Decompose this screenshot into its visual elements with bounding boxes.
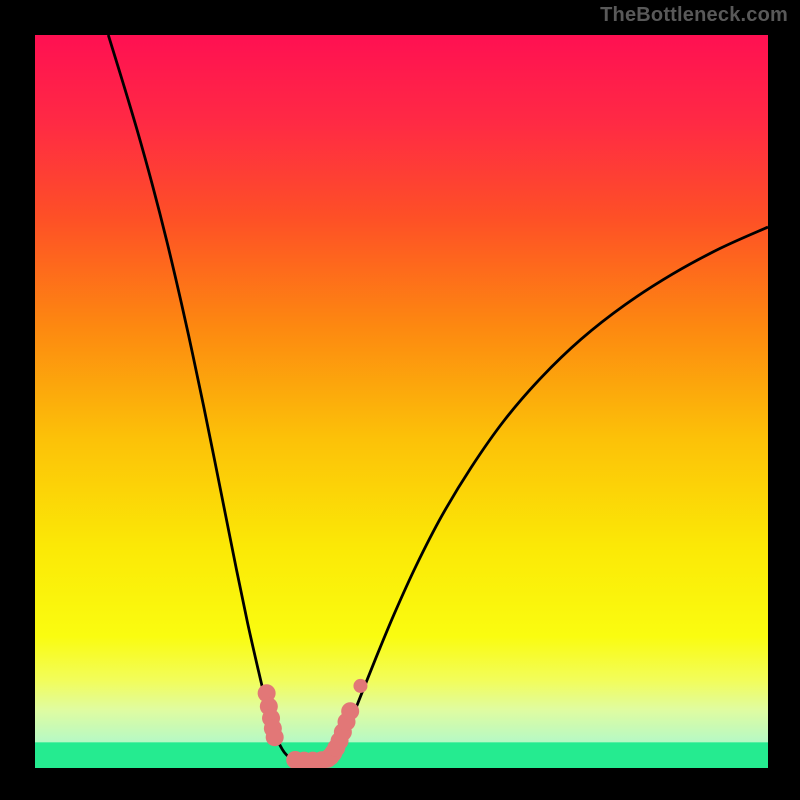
marker-right-7 [341,702,359,720]
chart-frame: TheBottleneck.com [0,0,800,800]
gradient-background [35,35,768,768]
green-band [35,742,768,768]
plot-svg [35,35,768,768]
marker-left-4 [266,728,284,746]
marker-isolated-right [353,679,367,693]
plot-area [35,35,768,768]
watermark-text: TheBottleneck.com [600,4,788,27]
